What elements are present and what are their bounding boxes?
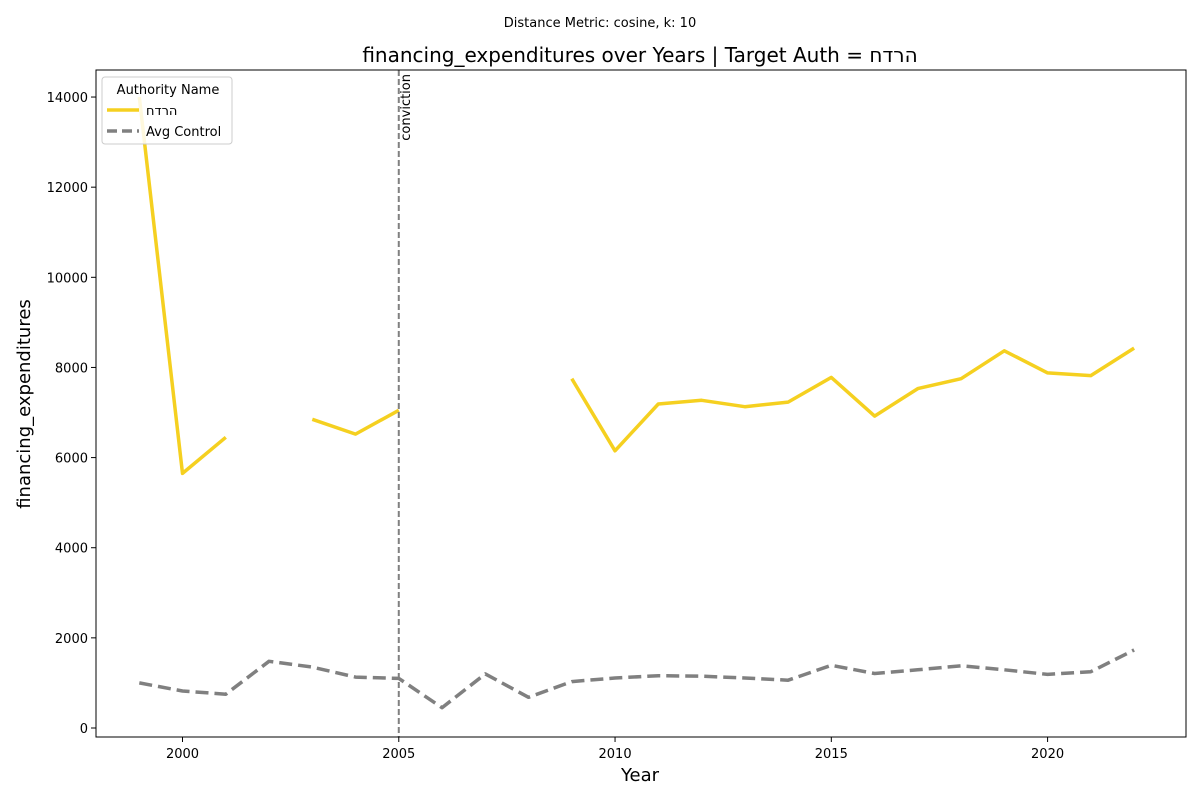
y-tick-label: 4000: [55, 542, 88, 557]
legend-box: [101, 76, 233, 145]
x-tick-label: 2005: [382, 747, 415, 762]
legend: Authority Name הרדח Avg Control: [101, 76, 233, 145]
chart-title: financing_expenditures over Years | Targ…: [362, 43, 917, 67]
annotation-label: conviction: [399, 74, 414, 141]
plot-area: conviction 2000 2005 2010 2015 2020 0 2000 4000 6…: [47, 69, 1187, 762]
y-tick-label: 8000: [55, 361, 88, 376]
y-tick-label: 0: [80, 722, 88, 737]
series-line-avg-control-segment-1: [138, 648, 1135, 710]
x-axis-label: Year: [620, 765, 660, 786]
y-tick-label: 6000: [55, 452, 88, 467]
legend-label-avg-control: Avg Control: [146, 125, 221, 140]
series-line-target-segment-1: [137, 96, 227, 476]
legend-title: Authority Name: [117, 83, 220, 98]
y-axis-label: financing_expenditures: [14, 299, 35, 509]
chart-suptitle: Distance Metric: cosine, k: 10: [504, 16, 696, 31]
x-tick-label: 2000: [166, 747, 199, 762]
x-tick-label: 2010: [599, 747, 632, 762]
x-tick-label: 2020: [1031, 747, 1064, 762]
series-line-target-segment-3: [570, 346, 1136, 453]
x-tick-label: 2015: [815, 747, 848, 762]
y-tick-label: 10000: [47, 271, 88, 286]
y-tick-label: 14000: [47, 91, 88, 106]
y-tick-label: 2000: [55, 632, 88, 647]
plot-frame: [95, 69, 1187, 738]
y-tick-label: 12000: [47, 181, 88, 196]
legend-label-target: הרדח: [146, 104, 177, 119]
series-line-target-segment-2: [311, 408, 400, 436]
